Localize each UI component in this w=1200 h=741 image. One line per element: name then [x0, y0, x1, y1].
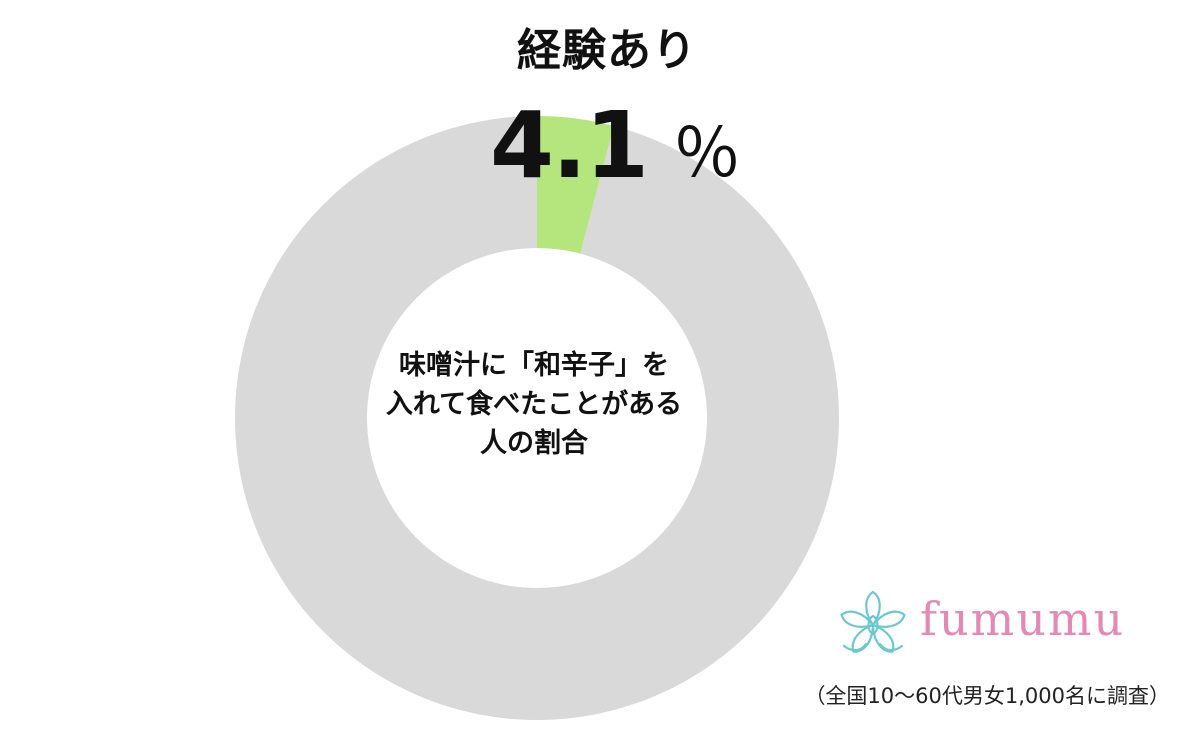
center-label-line-3: 人の割合: [480, 428, 588, 459]
survey-footnote: （全国10～60代男女1,000名に調査）: [804, 684, 1170, 708]
percentage-value: 4.1: [490, 92, 649, 199]
brand-logo: fumumu: [834, 586, 1154, 666]
flower-icon: [840, 590, 906, 653]
brand-name: fumumu: [920, 592, 1126, 646]
donut-hole: [367, 248, 707, 588]
center-label: 味噌汁に「和辛子」を 入れて食べたことがある 人の割合: [374, 346, 694, 463]
center-label-line-2: 入れて食べたことがある: [385, 389, 683, 420]
center-label-line-1: 味噌汁に「和辛子」を: [399, 350, 669, 381]
percentage-unit: ％: [672, 115, 741, 194]
percentage-display: 4.1 ％: [490, 100, 750, 200]
chart-title: 経験あり: [517, 25, 697, 76]
